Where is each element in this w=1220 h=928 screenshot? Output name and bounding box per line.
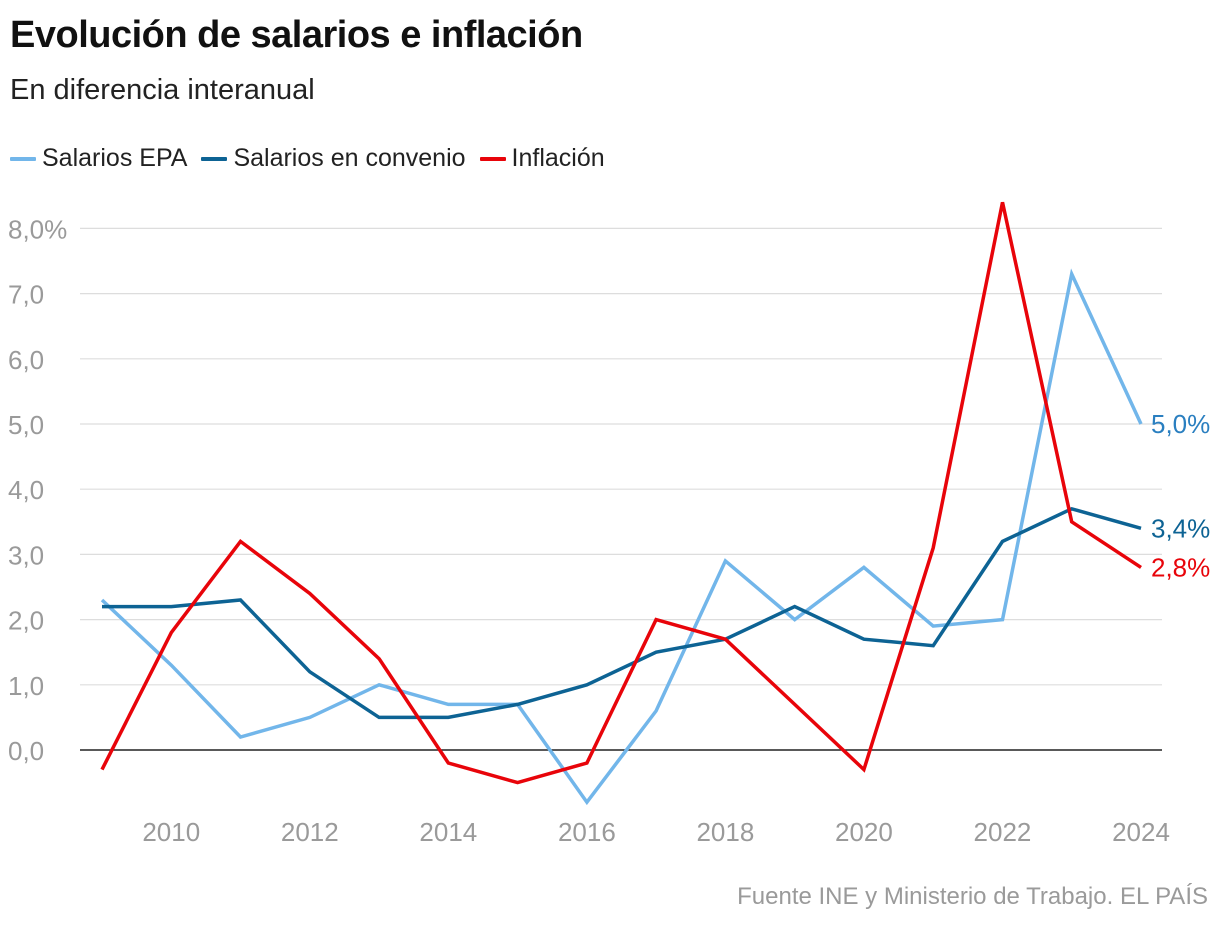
y-tick-label: 3,0 — [8, 540, 44, 570]
legend-label-inflacion: Inflación — [511, 144, 605, 172]
legend-swatch-salarios-epa — [10, 156, 36, 161]
x-tick-label: 2022 — [974, 817, 1032, 847]
y-tick-label: 7,0 — [8, 280, 44, 310]
legend-label-salarios-epa: Salarios EPA — [42, 144, 188, 172]
source-note: Fuente INE y Ministerio de Trabajo. EL P… — [737, 883, 1208, 910]
legend-item-inflacion: Inflación — [479, 144, 605, 173]
legend-item-salarios-epa: Salarios EPA — [10, 144, 187, 173]
legend-swatch-inflacion — [479, 156, 506, 161]
series-line-1 — [102, 506, 1142, 720]
series-line-0 — [100, 268, 1143, 806]
y-tick-label: 0,0 — [8, 736, 44, 766]
series-line-2 — [100, 201, 1142, 785]
y-tick-label: 5,0 — [8, 410, 44, 440]
x-tick-label: 2018 — [696, 817, 754, 847]
x-tick-label: 2024 — [1112, 817, 1170, 847]
chart-subtitle: En diferencia interanual — [10, 74, 315, 106]
x-tick-label: 2014 — [419, 817, 477, 847]
end-label-2: 2,8% — [1151, 552, 1210, 582]
x-tick-label: 2020 — [835, 817, 893, 847]
chart-legend: Salarios EPA Salarios en convenio Inflac… — [10, 144, 605, 173]
y-tick-label: 1,0 — [8, 671, 44, 701]
line-chart: 0,0 1,0 2,0 3,0 4,0 5,0 6,0 7,0 8,0% 2010 2012 2014… — [8, 201, 1210, 847]
y-tick-label: 8,0% — [8, 214, 67, 244]
end-label-0: 5,0% — [1151, 409, 1210, 439]
y-tick-label: 4,0 — [8, 475, 44, 505]
x-tick-label: 2012 — [281, 817, 339, 847]
legend-label-salarios-convenio: Salarios en convenio — [233, 144, 466, 172]
y-tick-label: 2,0 — [8, 606, 44, 636]
y-tick-label: 6,0 — [8, 345, 44, 375]
end-label-1: 3,4% — [1151, 513, 1210, 543]
x-tick-label: 2010 — [142, 817, 200, 847]
legend-item-salarios-convenio: Salarios en convenio — [201, 144, 466, 173]
x-tick-label: 2016 — [558, 817, 616, 847]
chart-title: Evolución de salarios e inflación — [10, 14, 583, 56]
legend-swatch-salarios-convenio — [201, 156, 228, 161]
